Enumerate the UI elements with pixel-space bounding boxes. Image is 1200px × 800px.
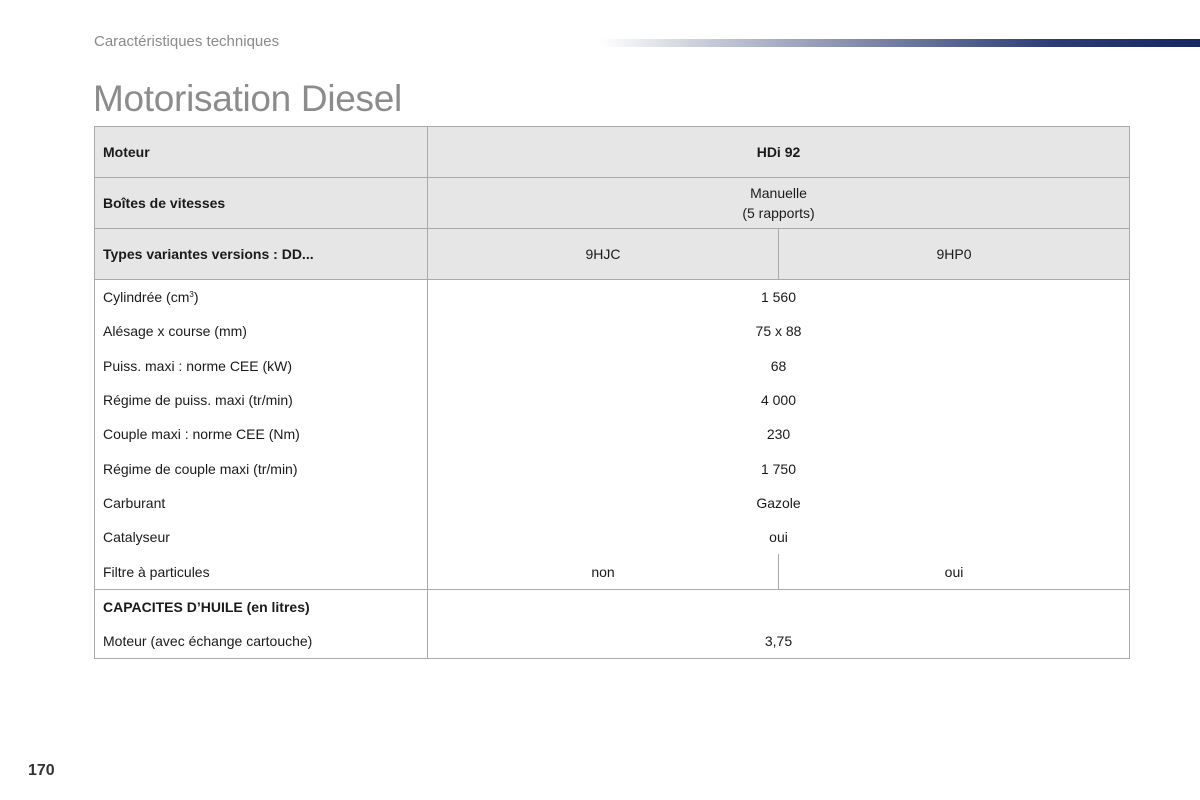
page-title: Motorisation Diesel (93, 78, 402, 119)
row-value: oui (427, 520, 1130, 555)
gearbox-value-line2: (5 rapports) (742, 205, 815, 221)
row-value: non (427, 554, 779, 590)
gearbox-value: Manuelle (5 rapports) (427, 177, 1130, 229)
table-row: Cylindrée (cm3) 1 560 (94, 279, 1130, 315)
engine-value: HDi 92 (427, 126, 1130, 178)
header-gradient-bar (600, 39, 1200, 47)
row-label: Filtre à particules (94, 554, 428, 590)
row-label: Catalyseur (94, 520, 428, 555)
row-value: 1 750 (427, 451, 1130, 486)
table-row-oil-heading: CAPACITES D’HUILE (en litres) (94, 588, 1130, 624)
engine-specs-table: Moteur HDi 92 Boîtes de vitesses Manuell… (94, 126, 1130, 660)
gearbox-label: Boîtes de vitesses (94, 177, 428, 229)
table-row: Filtre à particules non oui (94, 554, 1130, 590)
variants-label: Types variantes versions : DD... (94, 228, 428, 280)
table-row-variants: Types variantes versions : DD... 9HJC 9H… (94, 228, 1130, 280)
row-label: Moteur (avec échange cartouche) (94, 623, 428, 660)
engine-label: Moteur (94, 126, 428, 178)
table-row: Couple maxi : norme CEE (Nm) 230 (94, 417, 1130, 452)
row-label: Couple maxi : norme CEE (Nm) (94, 417, 428, 452)
variant-cell: 9HJC (427, 228, 779, 280)
row-label: Cylindrée (cm3) (94, 279, 428, 315)
table-row: Régime de couple maxi (tr/min) 1 750 (94, 451, 1130, 486)
table-row: Alésage x course (mm) 75 x 88 (94, 314, 1130, 349)
row-value: 3,75 (427, 623, 1130, 660)
row-value: 230 (427, 417, 1130, 452)
row-value: 75 x 88 (427, 314, 1130, 349)
row-value: 4 000 (427, 382, 1130, 418)
page-number: 170 (28, 762, 55, 779)
row-value: oui (778, 554, 1130, 590)
table-row: Puiss. maxi : norme CEE (kW) 68 (94, 348, 1130, 383)
gearbox-value-line1: Manuelle (750, 185, 807, 201)
row-value: Gazole (427, 485, 1130, 521)
row-label: Régime de puiss. maxi (tr/min) (94, 382, 428, 418)
table-row-engine: Moteur HDi 92 (94, 126, 1130, 178)
table-row-gearbox: Boîtes de vitesses Manuelle (5 rapports) (94, 177, 1130, 229)
row-label: Carburant (94, 485, 428, 521)
oil-heading: CAPACITES D’HUILE (en litres) (94, 588, 428, 624)
section-label: Caractéristiques techniques (94, 33, 280, 50)
row-value: 1 560 (427, 279, 1130, 315)
table-row: Catalyseur oui (94, 520, 1130, 555)
oil-heading-empty-cell (427, 588, 1130, 624)
row-label: Alésage x course (mm) (94, 314, 428, 349)
row-label: Puiss. maxi : norme CEE (kW) (94, 348, 428, 383)
table-row: Régime de puiss. maxi (tr/min) 4 000 (94, 382, 1130, 418)
variant-cell: 9HP0 (778, 228, 1130, 280)
row-label: Régime de couple maxi (tr/min) (94, 451, 428, 486)
table-row: Carburant Gazole (94, 485, 1130, 521)
row-value: 68 (427, 348, 1130, 383)
table-row: Moteur (avec échange cartouche) 3,75 (94, 623, 1130, 660)
